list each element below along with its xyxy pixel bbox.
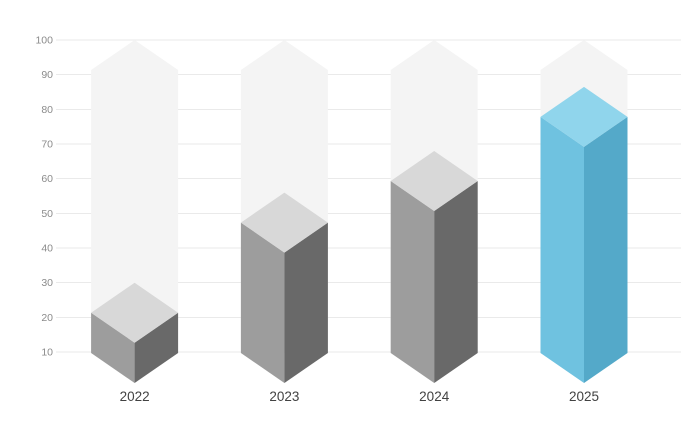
x-category-label: 2025	[569, 389, 599, 404]
bar-2025[interactable]	[540, 86, 628, 384]
bar-top-face	[240, 192, 328, 253]
bar-left-face	[390, 180, 435, 383]
bar-right-face	[134, 312, 179, 383]
x-category-label: 2024	[419, 389, 450, 404]
y-tick-label: 60	[41, 173, 53, 185]
ghost-bar	[91, 40, 179, 353]
bar-left-face	[91, 312, 135, 383]
y-tick-label: 30	[41, 277, 53, 289]
bar-right-face	[584, 116, 628, 384]
y-tick-label: 10	[41, 347, 53, 359]
y-tick-label: 40	[41, 243, 53, 255]
bar-top-face	[91, 282, 179, 343]
y-tick-label: 80	[41, 104, 53, 116]
bars	[91, 86, 628, 384]
bar-left-face	[240, 222, 285, 383]
y-tick-label: 20	[41, 312, 53, 324]
y-tick-label: 70	[41, 139, 53, 151]
bar-2024[interactable]	[390, 150, 478, 383]
x-category-label: 2022	[120, 389, 150, 404]
y-tick-label: 50	[41, 208, 53, 220]
bar-right-face	[434, 180, 478, 383]
bar-top-face	[390, 150, 478, 211]
x-axis-category-labels: 2022 2023 2024 2025	[120, 389, 599, 404]
y-axis-tick-labels: 10 20 30 40 50 60 70 80 90 100	[35, 35, 53, 359]
bar-2023[interactable]	[240, 192, 328, 383]
y-tick-label: 100	[35, 35, 53, 47]
bar-2022[interactable]	[91, 282, 179, 383]
bar-top-face	[540, 86, 628, 147]
y-tick-label: 90	[41, 69, 53, 81]
x-category-label: 2023	[269, 389, 299, 404]
bar-right-face	[284, 222, 328, 383]
bar-left-face	[540, 116, 584, 384]
